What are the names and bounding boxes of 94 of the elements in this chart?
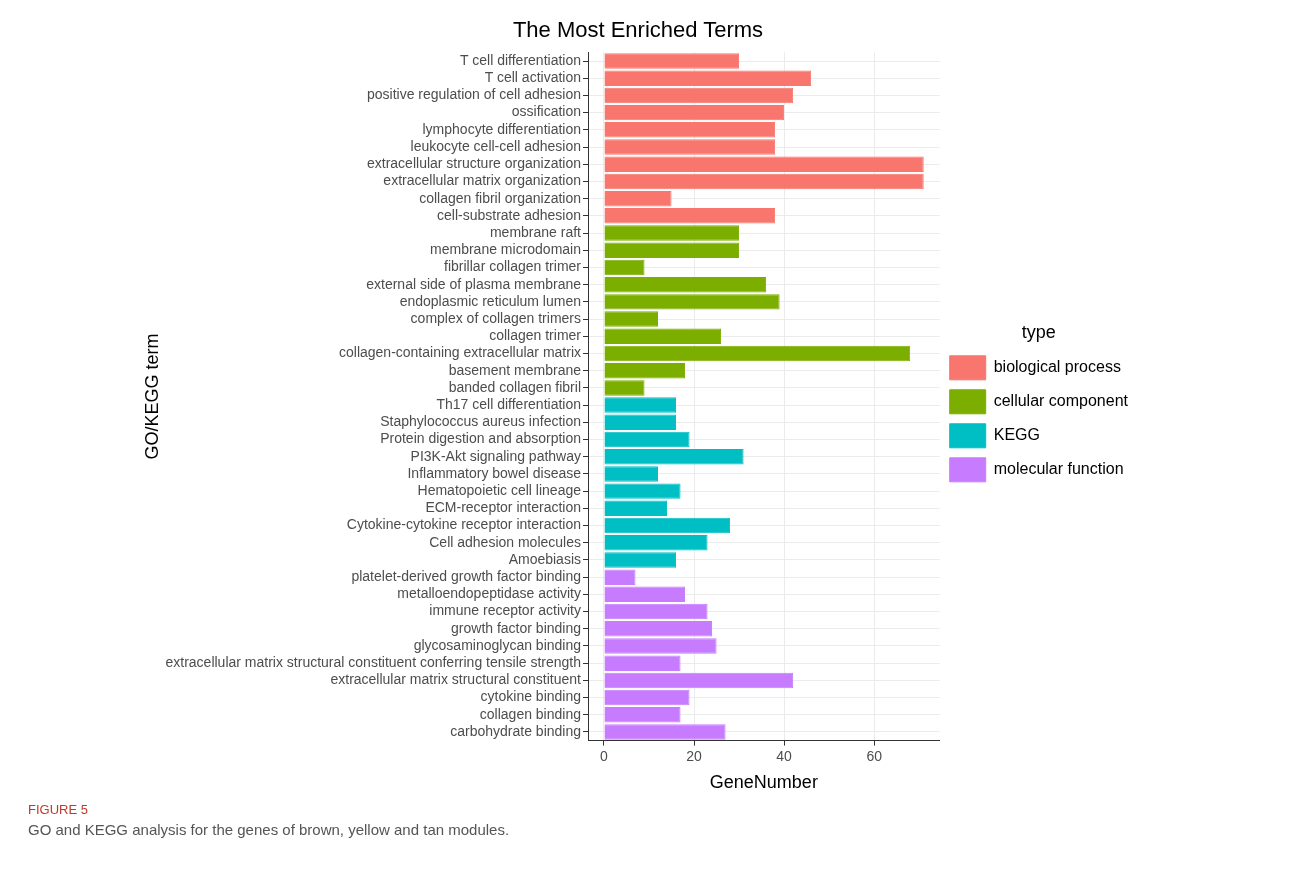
y-tick-label: ECM-receptor interaction [425, 499, 581, 516]
legend-label: molecular function [993, 460, 1124, 478]
y-tick-label: collagen binding [479, 705, 581, 722]
y-tick-label: fibrillar collagen trimer [444, 258, 582, 275]
bar [604, 466, 659, 482]
bar [604, 414, 677, 431]
bar [604, 724, 726, 740]
y-axis-title: GO/KEGG term [141, 333, 162, 460]
bar [604, 707, 681, 723]
y-tick-label: collagen fibril organization [419, 189, 581, 206]
y-tick-label: Cell adhesion molecules [429, 533, 581, 550]
y-tick-label: ossification [511, 103, 581, 120]
y-tick-label: membrane microdomain [430, 241, 581, 258]
y-tick-label: extracellular matrix structural constituent conferring tensile strength [165, 654, 581, 671]
x-tick-label: 60 [866, 747, 883, 764]
bar [604, 242, 740, 258]
bar [604, 586, 686, 603]
y-tick-label: cytokine binding [480, 688, 581, 705]
legend-label: cellular component [993, 392, 1129, 410]
y-tick-label: extracellular matrix organization [383, 172, 581, 189]
y-tick-label: basement membrane [448, 361, 582, 378]
y-tick-label: membrane raft [489, 223, 582, 240]
x-tick-label: 0 [600, 747, 609, 764]
bar [604, 53, 740, 69]
x-tick-label: 40 [776, 747, 793, 764]
bar [604, 569, 636, 585]
bar [604, 552, 677, 568]
bar [604, 87, 794, 104]
x-axis-title: GeneNumber [709, 772, 818, 793]
y-tick-label: immune receptor activity [429, 602, 581, 619]
bar [604, 500, 668, 517]
bar [604, 638, 717, 654]
y-tick-label: banded collagen fibril [448, 378, 581, 395]
y-tick-label: lymphocyte differentiation [422, 120, 581, 137]
y-tick-label: external side of plasma membrane [366, 275, 582, 292]
y-tick-label: leukocyte cell-cell adhesion [410, 137, 581, 154]
bar [604, 483, 681, 499]
y-tick-label: metalloendopeptidase activity [397, 585, 581, 602]
y-tick-label: Hematopoietic cell lineage [417, 481, 582, 498]
bar [604, 139, 776, 155]
bar [604, 362, 686, 379]
y-tick-label: growth factor binding [451, 619, 581, 636]
bar [604, 672, 794, 689]
y-tick-label: endoplasmic reticulum lumen [399, 292, 581, 309]
legend-title: type [1021, 322, 1056, 343]
bar [604, 328, 722, 345]
bar [604, 448, 744, 465]
bar [604, 208, 776, 224]
bar [604, 173, 924, 190]
bar [604, 259, 645, 276]
y-tick-label: collagen trimer [489, 327, 582, 344]
bar [604, 397, 677, 413]
y-tick-label: Staphylococcus aureus infection [380, 413, 581, 430]
bar [604, 311, 659, 327]
bar [604, 104, 785, 121]
legend-label: biological process [993, 358, 1121, 376]
bar [604, 603, 708, 620]
y-tick-label: carbohydrate binding [450, 722, 581, 739]
y-tick-label: Amoebiasis [508, 550, 581, 567]
bar [604, 345, 911, 362]
y-tick-label: extracellular matrix structural constituent [330, 671, 582, 688]
legend-label: KEGG [993, 426, 1040, 444]
y-tick-label: platelet-derived growth factor binding [351, 568, 581, 585]
bar [604, 535, 708, 551]
bar [604, 689, 690, 706]
bar [604, 70, 812, 86]
y-tick-label: positive regulation of cell adhesion [366, 86, 581, 103]
bar [604, 276, 767, 293]
y-tick-label: T cell differentiation [460, 51, 581, 68]
y-tick-label: Protein digestion and absorption [380, 430, 581, 447]
y-tick-label: extracellular structure organization [367, 155, 581, 172]
bar [604, 517, 731, 534]
y-tick-label: collagen-containing extracellular matrix [338, 344, 581, 361]
y-tick-label: T cell activation [484, 69, 581, 86]
y-tick-label: Inflammatory bowel disease [407, 464, 582, 481]
bar [604, 190, 672, 207]
y-tick-label: Cytokine-cytokine receptor interaction [346, 516, 581, 533]
bar [604, 621, 713, 637]
chart-title: The Most Enriched Terms [512, 17, 764, 43]
y-tick-label: Th17 cell differentiation [436, 395, 581, 412]
bar [604, 655, 681, 671]
bar [604, 380, 645, 396]
x-tick-label: 20 [686, 747, 703, 764]
y-tick-label: cell-substrate adhesion [437, 206, 581, 223]
bar [604, 122, 776, 138]
bar [604, 225, 740, 241]
y-tick-label: complex of collagen trimers [410, 309, 581, 326]
bar [604, 156, 924, 172]
bar [604, 431, 690, 448]
caption: FIGURE 5 [28, 802, 89, 817]
y-tick-label: glycosaminoglycan binding [413, 636, 581, 653]
y-tick-label: PI3K-Akt signaling pathway [410, 447, 581, 464]
bar [604, 294, 780, 310]
text: GO and KEGG analysis for the genes of brown, yellow and tan modules. [28, 821, 511, 838]
